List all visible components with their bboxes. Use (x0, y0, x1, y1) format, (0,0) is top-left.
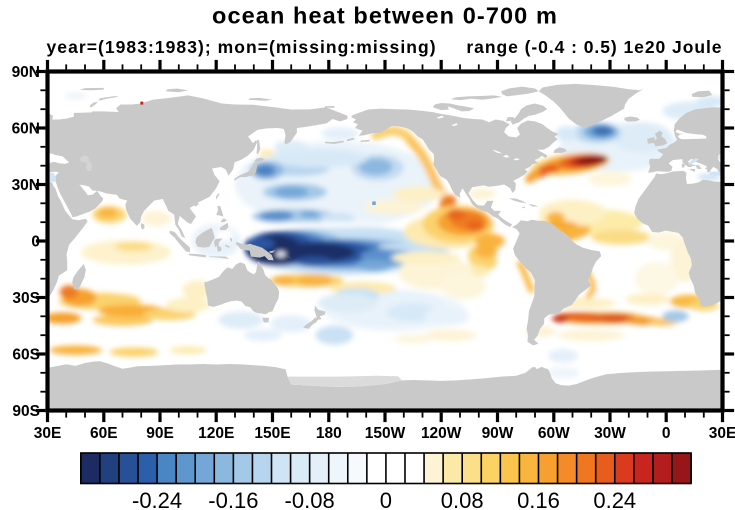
svg-text:0.08: 0.08 (441, 488, 484, 510)
svg-text:0: 0 (662, 425, 671, 442)
svg-text:0.16: 0.16 (517, 488, 560, 510)
svg-text:150W: 150W (365, 425, 406, 442)
svg-text:year=(1983:1983); mon=(missing: year=(1983:1983); mon=(missing:missing) (47, 37, 437, 57)
svg-text:90N: 90N (12, 64, 40, 81)
svg-text:30E: 30E (709, 425, 735, 442)
svg-text:60N: 60N (12, 121, 40, 138)
svg-text:0: 0 (380, 488, 392, 510)
svg-text:30N: 30N (12, 177, 40, 194)
svg-text:range (-0.4 : 0.5) 1e20 Joule: range (-0.4 : 0.5) 1e20 Joule (466, 37, 722, 57)
svg-text:0.24: 0.24 (593, 488, 636, 510)
svg-text:150E: 150E (254, 425, 290, 442)
svg-text:90E: 90E (146, 425, 174, 442)
svg-text:60S: 60S (12, 347, 40, 364)
svg-text:120W: 120W (421, 425, 462, 442)
svg-text:-0.24: -0.24 (132, 488, 182, 510)
svg-text:180: 180 (316, 425, 342, 442)
svg-text:90W: 90W (482, 425, 514, 442)
svg-text:-0.16: -0.16 (208, 488, 258, 510)
svg-text:90S: 90S (12, 403, 40, 420)
svg-text:0: 0 (31, 234, 40, 251)
svg-text:ocean heat between 0-700 m: ocean heat between 0-700 m (212, 3, 558, 29)
svg-text:-0.08: -0.08 (285, 488, 335, 510)
svg-text:30S: 30S (12, 290, 40, 307)
svg-text:60E: 60E (90, 425, 118, 442)
svg-text:30E: 30E (34, 425, 62, 442)
svg-text:60W: 60W (538, 425, 570, 442)
svg-text:120E: 120E (198, 425, 234, 442)
svg-text:30W: 30W (594, 425, 626, 442)
